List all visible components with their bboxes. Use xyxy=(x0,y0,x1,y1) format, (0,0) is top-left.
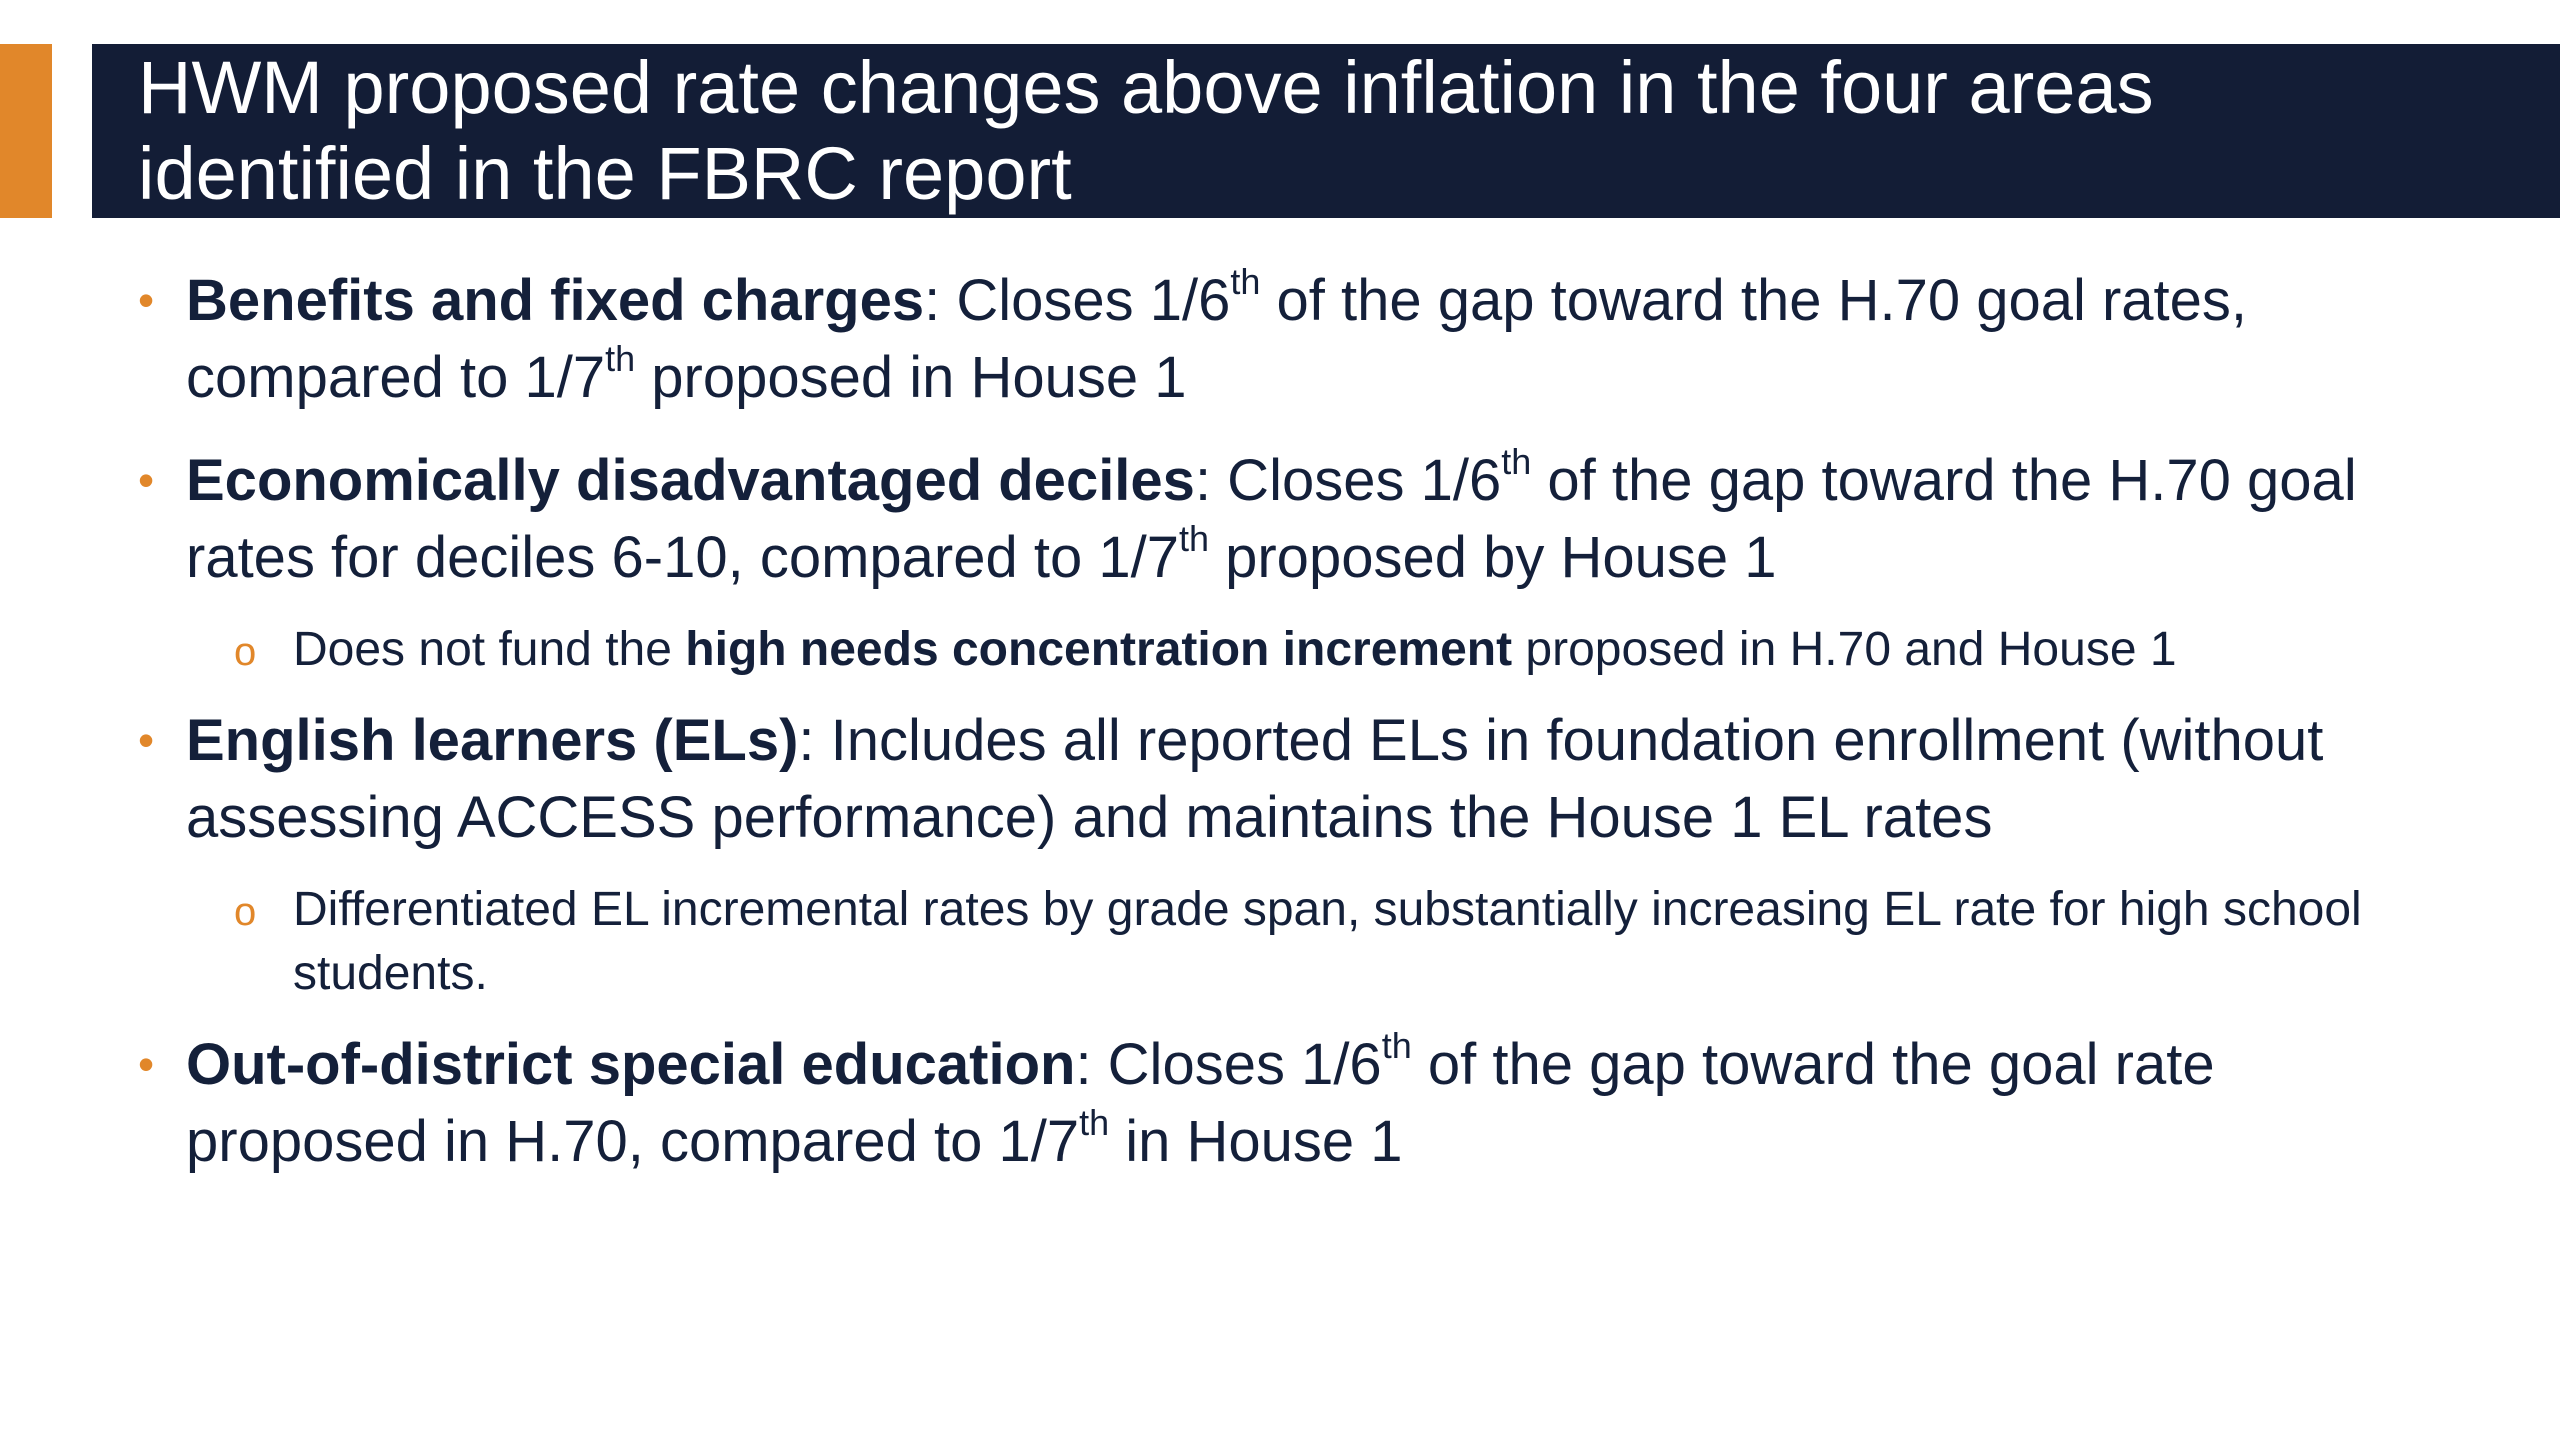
title-band: HWM proposed rate changes above inflatio… xyxy=(92,44,2560,218)
bullet-text: : Closes 1/6 xyxy=(924,268,1231,333)
bullet-text: of the gap toward the goal rate proposed… xyxy=(186,1032,2215,1174)
bullet-dot-icon: • xyxy=(138,454,155,506)
bullet-text: of the gap toward the H.70 goal rates, c… xyxy=(186,268,2248,410)
sub-bullet-text: Differentiated EL incremental rates by g… xyxy=(293,883,2362,1000)
ordinal-superscript: th xyxy=(1178,517,1209,559)
ordinal-superscript: th xyxy=(1381,1024,1412,1066)
bullet-text: in House 1 xyxy=(1109,1109,1403,1174)
bullet-dot-icon: • xyxy=(138,714,155,766)
bullet-economically-disadvantaged: • Economically disadvantaged deciles: Cl… xyxy=(138,442,2438,596)
bullet-heading: Out-of-district special education xyxy=(186,1032,1076,1097)
bullet-heading: Economically disadvantaged deciles xyxy=(186,448,1195,513)
bullet-dot-icon: • xyxy=(138,1038,155,1090)
title-accent-bar xyxy=(0,44,52,218)
slide-title-line-2: identified in the FBRC report xyxy=(138,132,1072,215)
slide-title-line-1: HWM proposed rate changes above inflatio… xyxy=(138,46,2154,129)
ordinal-superscript: th xyxy=(1079,1101,1110,1143)
bullet-out-of-district-sped: • Out-of-district special education: Clo… xyxy=(138,1026,2438,1180)
bullet-text: : Closes 1/6 xyxy=(1194,448,1502,513)
sub-bullet-text: Does not fund the xyxy=(293,623,686,676)
sub-bullet-high-needs: o Does not fund the high needs concentra… xyxy=(138,618,2438,682)
bullet-text: proposed in House 1 xyxy=(635,345,1187,410)
sub-bullet-text: proposed in H.70 and House 1 xyxy=(1512,623,2177,676)
bullet-heading: Benefits and fixed charges xyxy=(186,268,925,333)
ordinal-superscript: th xyxy=(1230,260,1261,302)
slide-title: HWM proposed rate changes above inflatio… xyxy=(138,45,2154,217)
ordinal-superscript: th xyxy=(605,337,636,379)
bullet-text: of the gap toward the H.70 goal rates fo… xyxy=(186,448,2357,590)
bullet-english-learners: • English learners (ELs): Includes all r… xyxy=(138,702,2438,856)
bullet-text: proposed by House 1 xyxy=(1209,525,1777,590)
sub-bullet-circle-icon: o xyxy=(234,630,257,674)
bullet-list: • Benefits and fixed charges: Closes 1/6… xyxy=(138,262,2438,1206)
bullet-benefits-fixed-charges: • Benefits and fixed charges: Closes 1/6… xyxy=(138,262,2438,416)
sub-bullet-circle-icon: o xyxy=(234,890,257,934)
bullet-text: : Includes all reported ELs in foundatio… xyxy=(186,708,2324,850)
sub-bullet-el-grade-span: o Differentiated EL incremental rates by… xyxy=(138,878,2438,1006)
bullet-dot-icon: • xyxy=(138,274,155,326)
bullet-heading: English learners (ELs) xyxy=(186,708,799,773)
ordinal-superscript: th xyxy=(1501,440,1532,482)
sub-bullet-emphasis: high needs concentration increment xyxy=(685,623,1513,676)
bullet-text: : Closes 1/6 xyxy=(1075,1032,1382,1097)
